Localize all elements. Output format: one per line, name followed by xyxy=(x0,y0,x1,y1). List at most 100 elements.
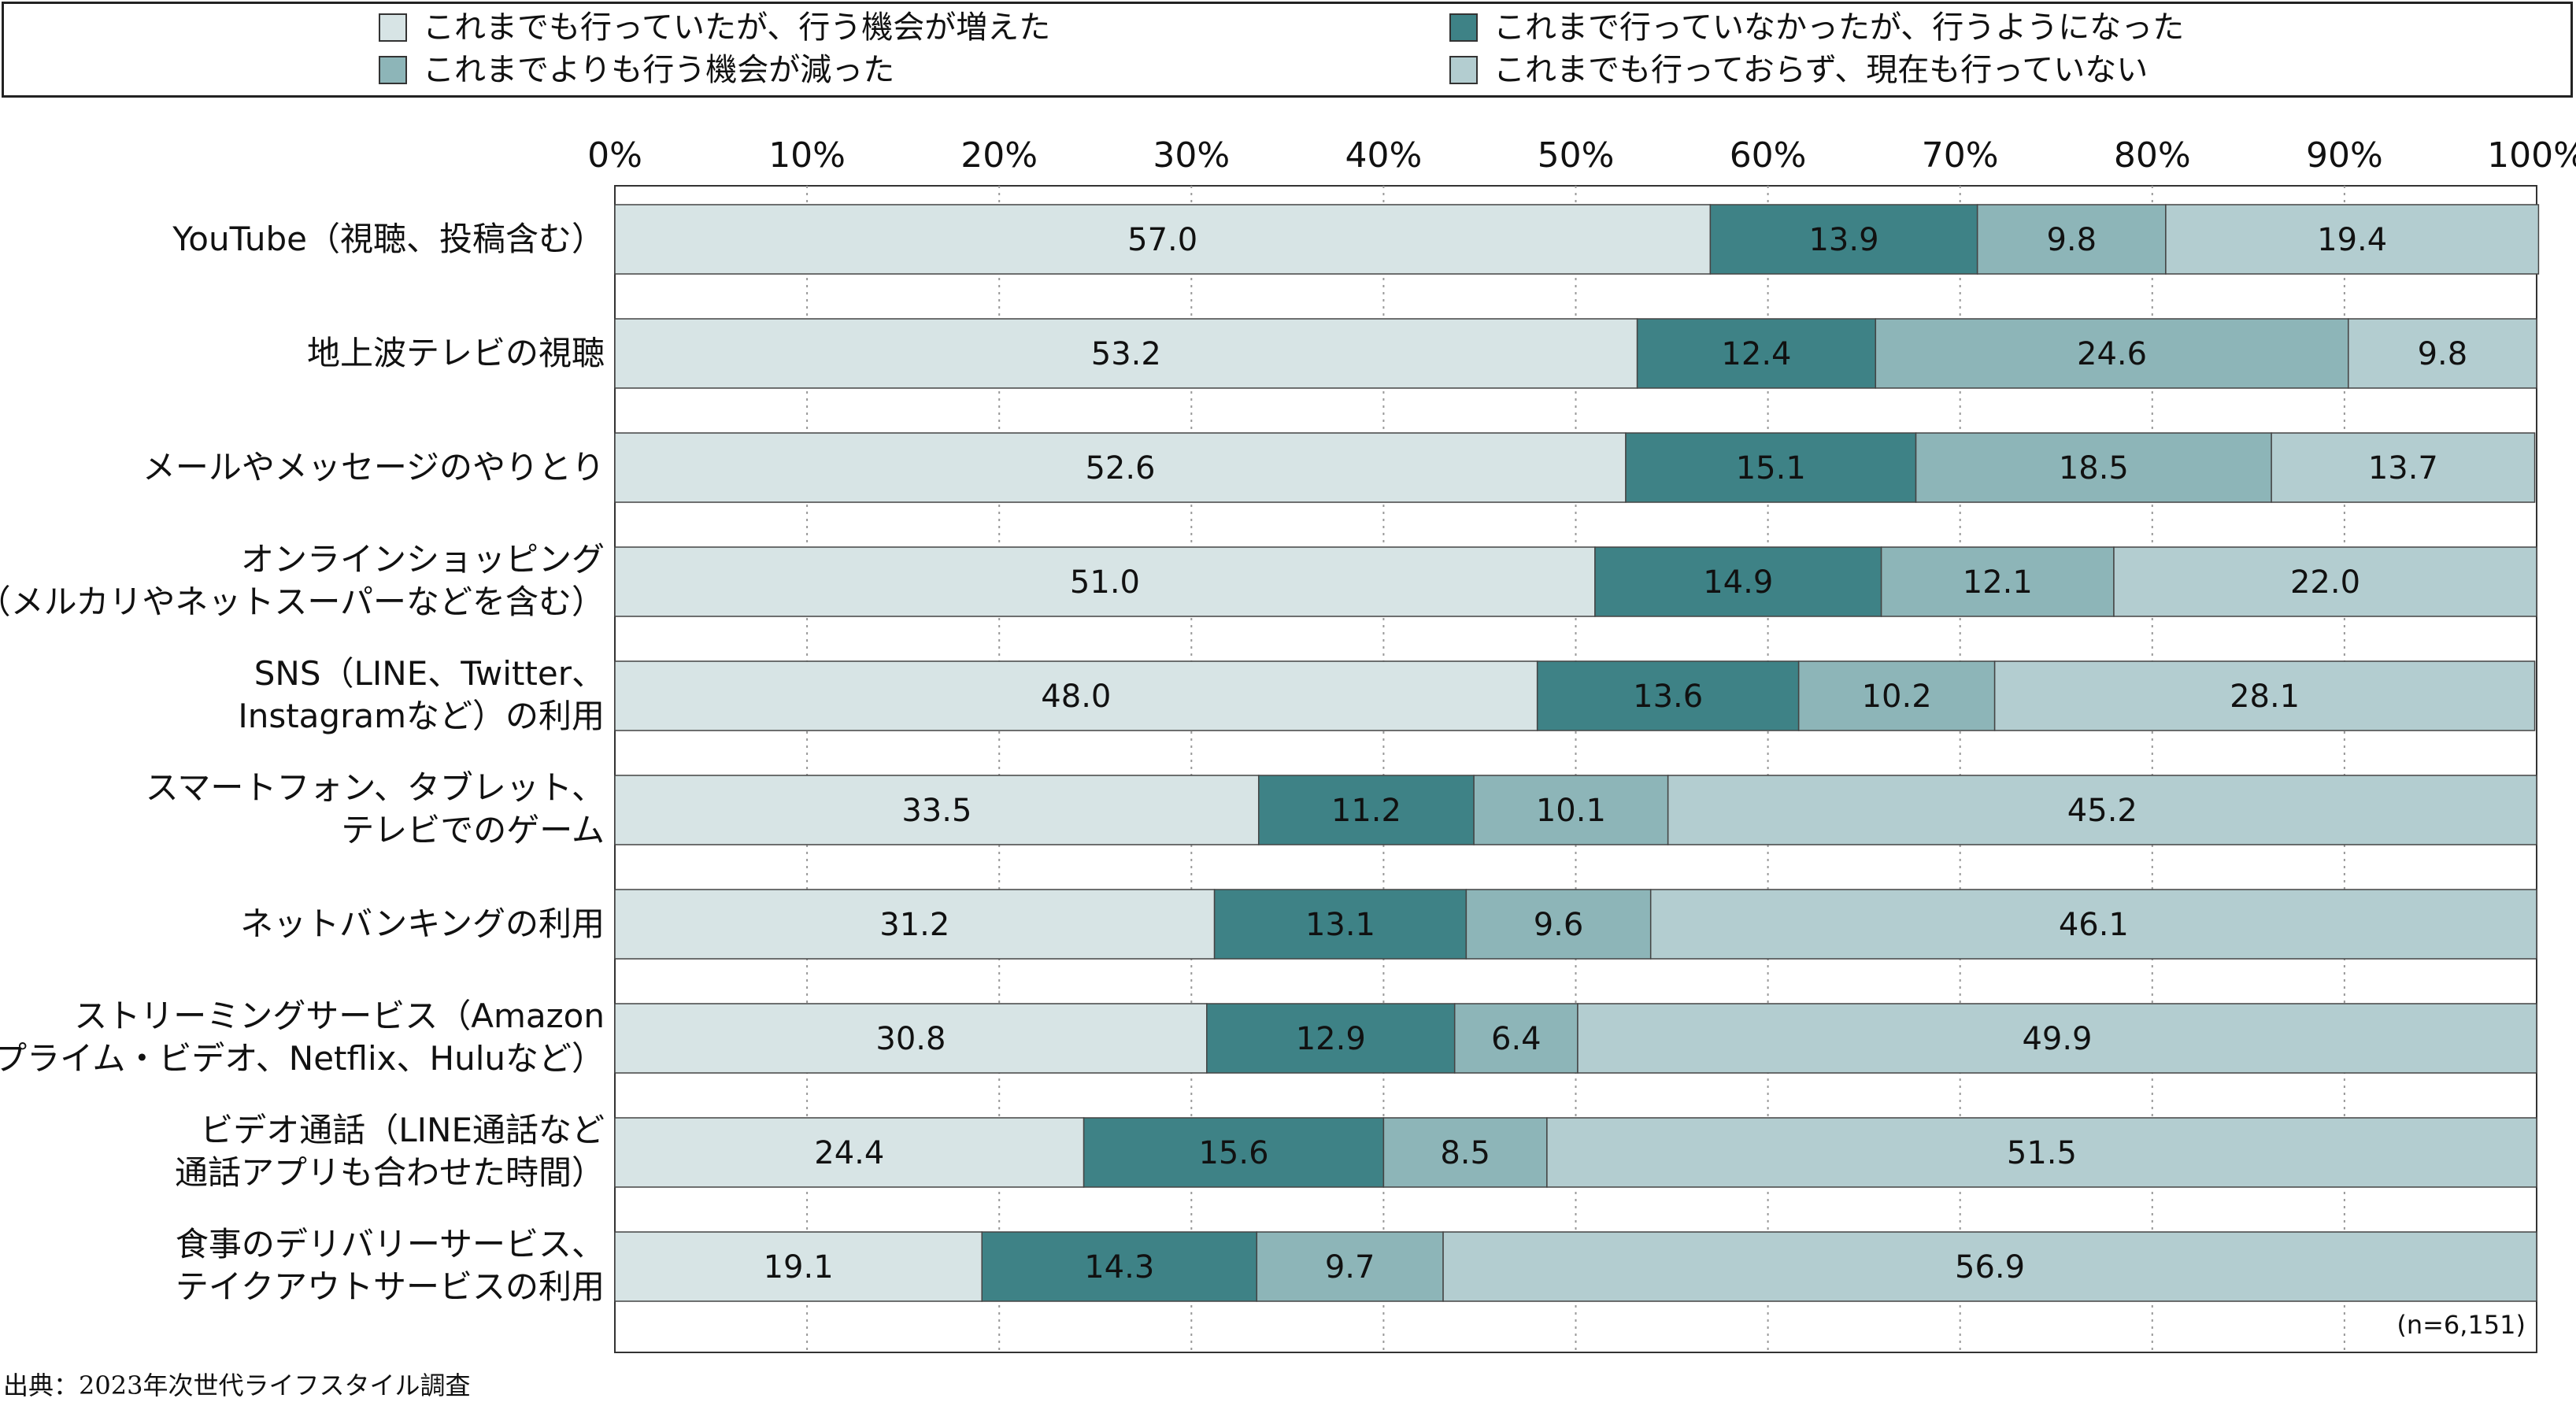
legend-item: これまでよりも行う機会が減った xyxy=(379,54,894,86)
data-label: 24.4 xyxy=(814,1135,884,1171)
bar-segment xyxy=(1213,889,1468,960)
bar-segment xyxy=(1453,1003,1579,1074)
bar-segment xyxy=(1709,204,1978,275)
category-label: 地上波テレビの視聴 xyxy=(307,334,605,372)
bar-segment xyxy=(614,1003,1208,1074)
x-tick-label: 20% xyxy=(960,135,1038,176)
bar-segment xyxy=(1083,1117,1385,1188)
bar-segment xyxy=(1880,546,2115,617)
data-label: 22.0 xyxy=(2290,564,2360,601)
x-tick-label: 50% xyxy=(1538,135,1615,176)
bar-segment xyxy=(1546,1117,2537,1188)
data-label: 45.2 xyxy=(2067,793,2137,829)
data-label: 51.0 xyxy=(1070,564,1140,601)
category-label: テイクアウトサービスの利用 xyxy=(176,1267,605,1306)
data-label: 15.1 xyxy=(1736,450,1806,486)
bar-segment xyxy=(981,1231,1258,1302)
data-label: 18.5 xyxy=(2059,450,2129,486)
data-label: 10.2 xyxy=(1862,679,1932,715)
data-label: 57.0 xyxy=(1127,222,1197,258)
legend-label: これまで行っていなかったが、行うようになった xyxy=(1493,9,2185,46)
legend-item: これまで行っていなかったが、行うようになった xyxy=(1449,12,2184,43)
category-label: ネットバンキングの利用 xyxy=(240,904,605,943)
category-label: （メルカリやネットスーパーなどを含む） xyxy=(0,583,605,621)
data-label: 46.1 xyxy=(2059,907,2129,943)
category-label: オンラインショッピング xyxy=(241,540,605,579)
legend-swatch xyxy=(1449,13,1478,42)
bar-segment xyxy=(1993,660,2536,731)
bar-segment xyxy=(614,889,1216,960)
data-label: 9.6 xyxy=(1534,907,1584,943)
data-label: 15.6 xyxy=(1198,1135,1268,1171)
category-label: ストリーミングサービス（Amazon xyxy=(74,997,605,1035)
bar-segment xyxy=(1875,318,2349,389)
data-label: 9.8 xyxy=(2046,222,2097,258)
bar-segment xyxy=(1465,889,1652,960)
legend-label: これまでよりも行う機会が減った xyxy=(423,52,895,88)
x-tick-label: 10% xyxy=(768,135,846,176)
bar-segment xyxy=(2348,318,2537,389)
category-label: テレビでのゲーム xyxy=(341,811,605,849)
data-label: 49.9 xyxy=(2022,1021,2092,1057)
category-label: YouTube（視聴、投稿含む） xyxy=(172,220,605,258)
bar-segment xyxy=(2113,546,2537,617)
bar-segment xyxy=(2271,432,2536,503)
data-label: 11.2 xyxy=(1331,793,1401,829)
data-label: 13.1 xyxy=(1305,907,1375,943)
legend-item: これまでも行っていたが、行う機会が増えた xyxy=(379,12,1050,43)
category-label: 食事のデリバリーサービス、 xyxy=(176,1225,605,1263)
bar-segment xyxy=(614,660,1538,731)
data-label: 24.6 xyxy=(2077,336,2147,372)
data-label: 13.9 xyxy=(1808,222,1878,258)
data-label: 14.9 xyxy=(1703,564,1773,601)
category-label: SNS（LINE、Twitter、 xyxy=(254,654,605,693)
bar-segment xyxy=(614,775,1260,845)
bar-segment xyxy=(2165,204,2540,275)
legend-item: これまでも行っておらず、現在も行っていない xyxy=(1449,54,2148,86)
bar-segment xyxy=(1442,1231,2537,1302)
source-credit: 出典：2023年次世代ライフスタイル調査 xyxy=(3,1371,471,1400)
data-label: 56.9 xyxy=(1955,1249,2025,1285)
x-tick-label: 40% xyxy=(1345,135,1423,176)
x-tick-label: 0% xyxy=(587,135,642,176)
category-label: 通話アプリも合わせた時間） xyxy=(175,1153,605,1192)
legend: これまでも行っていたが、行う機会が増えた これまで行っていなかったが、行うようにな… xyxy=(2,2,2573,98)
data-label: 19.1 xyxy=(764,1249,834,1285)
bar-segment xyxy=(1206,1003,1456,1074)
x-tick-label: 30% xyxy=(1153,135,1230,176)
bar-segment xyxy=(614,432,1627,503)
data-label: 48.0 xyxy=(1041,679,1111,715)
x-tick-label: 70% xyxy=(1922,135,1999,176)
data-label: 9.8 xyxy=(2418,336,2468,372)
bar-segment xyxy=(1625,432,1917,503)
sample-size-note: (n=6,151) xyxy=(2396,1310,2526,1340)
x-tick-label: 60% xyxy=(1730,135,1807,176)
data-label: 51.5 xyxy=(2007,1135,2077,1171)
data-label: 10.1 xyxy=(1536,793,1606,829)
data-label: 14.3 xyxy=(1084,1249,1154,1285)
data-label: 19.4 xyxy=(2317,222,2387,258)
bar-segment xyxy=(1536,660,1800,731)
x-tick-label: 100% xyxy=(2487,135,2576,176)
bar-segment xyxy=(1473,775,1669,845)
bar-segment xyxy=(1976,204,2167,275)
legend-swatch xyxy=(379,56,407,84)
bar-segment xyxy=(614,318,1638,389)
data-label: 30.8 xyxy=(875,1021,946,1057)
data-label: 12.4 xyxy=(1721,336,1791,372)
category-label: スマートフォン、タブレット、 xyxy=(146,768,605,807)
bar-segment xyxy=(614,546,1596,617)
data-label: 12.1 xyxy=(1963,564,2033,601)
x-tick-label: 80% xyxy=(2114,135,2191,176)
legend-swatch xyxy=(379,13,407,42)
data-label: 9.7 xyxy=(1325,1249,1375,1285)
bar-segment xyxy=(1577,1003,2537,1074)
data-label: 53.2 xyxy=(1091,336,1161,372)
data-label: 13.6 xyxy=(1633,679,1703,715)
data-label: 52.6 xyxy=(1085,450,1155,486)
bar-segment xyxy=(614,204,1712,275)
category-label: プライム・ビデオ、Netflix、Huluなど） xyxy=(0,1039,605,1078)
bar-segment xyxy=(1256,1231,1444,1302)
data-label: 6.4 xyxy=(1491,1021,1542,1057)
x-tick-label: 90% xyxy=(2306,135,2383,176)
